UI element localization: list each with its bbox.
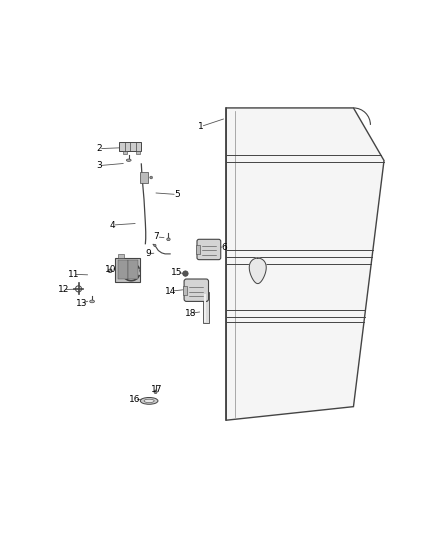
Bar — [118, 254, 124, 257]
FancyBboxPatch shape — [197, 239, 221, 260]
Text: 14: 14 — [165, 287, 176, 296]
FancyBboxPatch shape — [184, 279, 208, 302]
Text: 4: 4 — [110, 221, 115, 230]
Polygon shape — [249, 258, 266, 284]
Ellipse shape — [167, 238, 170, 241]
Ellipse shape — [154, 244, 156, 247]
Text: 10: 10 — [105, 265, 117, 273]
Bar — [128, 260, 138, 279]
Ellipse shape — [140, 398, 158, 404]
Bar — [118, 260, 127, 279]
Ellipse shape — [183, 271, 188, 276]
Bar — [203, 292, 209, 324]
Bar — [115, 257, 140, 282]
Text: 1: 1 — [198, 122, 204, 131]
Text: 15: 15 — [171, 268, 183, 277]
Polygon shape — [226, 108, 384, 420]
Text: 5: 5 — [174, 190, 180, 199]
Bar — [183, 286, 187, 295]
Text: 12: 12 — [57, 285, 69, 294]
Ellipse shape — [90, 300, 95, 303]
Text: 18: 18 — [185, 309, 196, 318]
Ellipse shape — [150, 176, 152, 179]
Bar — [196, 245, 200, 254]
Text: 6: 6 — [222, 243, 227, 252]
Text: 13: 13 — [76, 298, 88, 308]
Bar — [136, 151, 140, 155]
Text: 17: 17 — [151, 385, 162, 394]
Bar — [140, 172, 148, 183]
Bar — [205, 294, 206, 322]
Ellipse shape — [108, 269, 112, 272]
Bar — [119, 142, 141, 151]
Ellipse shape — [127, 159, 131, 161]
Text: 7: 7 — [154, 232, 159, 241]
Ellipse shape — [144, 399, 154, 402]
Bar — [123, 151, 127, 155]
Text: 2: 2 — [96, 144, 102, 153]
Text: 11: 11 — [67, 270, 79, 279]
Ellipse shape — [154, 391, 157, 393]
Text: 16: 16 — [129, 395, 140, 405]
Text: 9: 9 — [145, 249, 151, 259]
Text: 3: 3 — [96, 161, 102, 170]
